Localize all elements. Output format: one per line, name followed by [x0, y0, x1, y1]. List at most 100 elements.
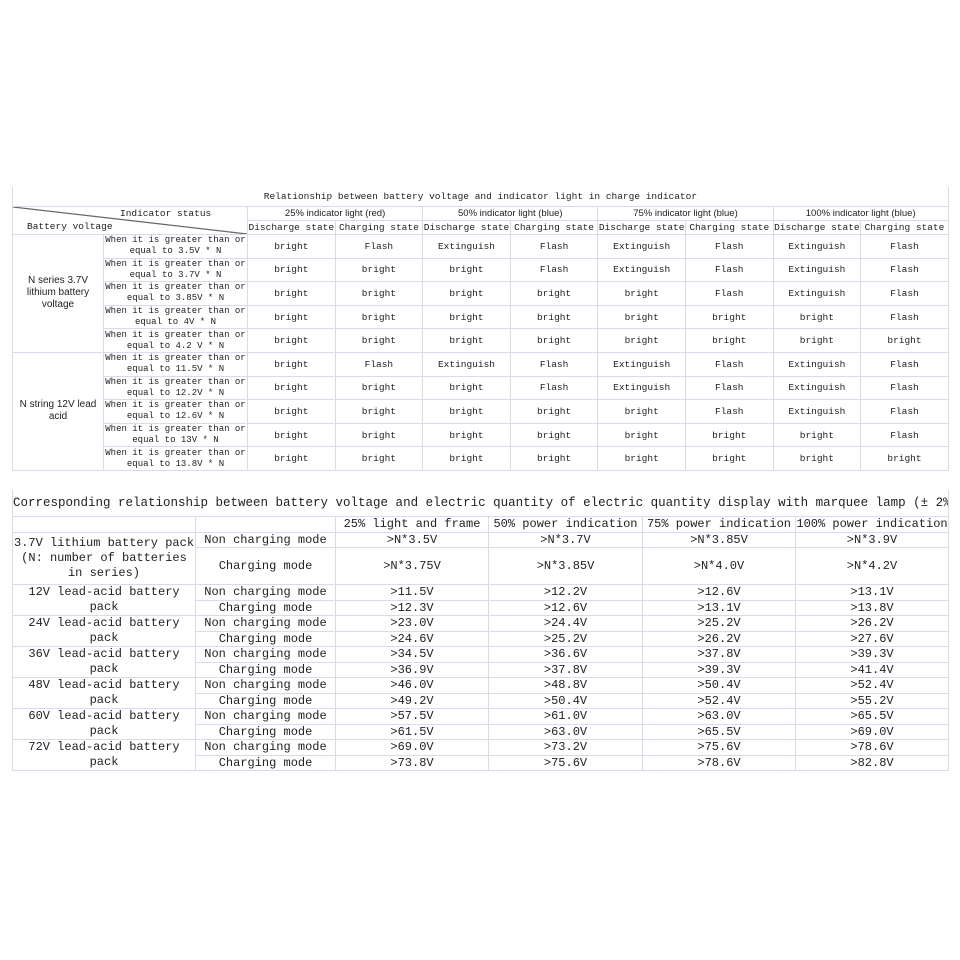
indicator-value: bright [772, 446, 862, 471]
indicator-value: bright [247, 375, 336, 401]
indicator-value: Flash [860, 304, 949, 330]
voltage-threshold: >25.2V [642, 615, 796, 632]
indicator-value: bright [334, 422, 424, 448]
indicator-value: Flash [509, 257, 599, 283]
voltage-threshold: >23.0V [335, 615, 489, 632]
mode-label: Non charging mode [195, 584, 336, 601]
indicator-value: bright [334, 281, 424, 306]
mode-label: Charging mode [195, 630, 336, 647]
mode-label: Non charging mode [195, 646, 336, 663]
indicator-header: 100% indicator light (blue) [772, 206, 949, 221]
indicator-value: Flash [334, 234, 424, 259]
voltage-threshold: >69.0V [794, 723, 950, 740]
table-row: Charging mode >73.8V >75.6V >78.6V >82.8V [13, 754, 950, 771]
indicator-value: bright [597, 281, 686, 306]
indicator-value: bright [772, 304, 862, 330]
indicator-value: bright [509, 446, 599, 471]
indicator-value: bright [422, 257, 511, 283]
voltage-threshold: >27.6V [794, 630, 950, 647]
indicator-value: bright [422, 399, 511, 424]
mode-label: Non charging mode [195, 677, 336, 694]
indicator-value: Flash [860, 281, 949, 306]
indicator-value: bright [247, 234, 336, 259]
table-row: Charging mode >49.2V >50.4V >52.4V >55.2V [13, 692, 950, 709]
voltage-threshold: >13.1V [794, 584, 950, 601]
voltage-threshold: >55.2V [794, 692, 950, 709]
indicator-value: bright [247, 281, 336, 306]
indicator-value: bright [684, 328, 774, 353]
indicator-value: bright [422, 422, 511, 448]
indicator-value: bright [509, 422, 599, 448]
voltage-threshold: >12.6V [642, 584, 796, 601]
battery-voltage-label: Battery voltage [27, 221, 113, 232]
voltage-condition: When it is greater than or equal to 13.8… [103, 446, 248, 471]
voltage-threshold: >26.2V [794, 615, 950, 632]
voltage-threshold: >41.4V [794, 661, 950, 678]
voltage-threshold: >65.5V [642, 723, 796, 740]
table-row: 12V lead-acid battery pack Non charging m… [12, 584, 950, 616]
indicator-value: bright [334, 328, 424, 353]
indicator-value: bright [247, 422, 336, 448]
voltage-threshold: >52.4V [642, 692, 796, 709]
table-row: 72V lead-acid battery pack Non charging m… [12, 739, 950, 771]
voltage-threshold: >39.3V [642, 661, 796, 678]
battery-group-label: N series 3.7V lithium battery voltage [12, 234, 104, 353]
indicator-value: Extinguish [772, 281, 862, 306]
indicator-value: bright [860, 328, 949, 353]
voltage-condition: When it is greater than or equal to 4V *… [103, 304, 248, 330]
indicator-value: bright [772, 328, 862, 353]
indicator-value: bright [247, 257, 336, 283]
indicator-value: bright [334, 399, 424, 424]
indicator-value: Flash [860, 234, 949, 259]
voltage-threshold: >N*3.75V [335, 547, 489, 585]
indicator-value: Flash [860, 375, 949, 401]
indicator-value: bright [247, 399, 336, 424]
indicator-value: bright [422, 304, 511, 330]
mode-label: Non charging mode [195, 531, 336, 548]
voltage-threshold: >39.3V [794, 646, 950, 663]
voltage-threshold: >12.3V [335, 599, 489, 616]
table-row: Charging mode >61.5V >63.0V >65.5V >69.0V [13, 723, 950, 740]
voltage-condition: When it is greater than or equal to 3.85… [103, 281, 248, 306]
voltage-threshold: >36.9V [335, 661, 489, 678]
voltage-threshold: >34.5V [335, 646, 489, 663]
indicator-value: bright [772, 422, 862, 448]
indicator-value: bright [334, 304, 424, 330]
indicator-value: Extinguish [597, 375, 686, 401]
voltage-threshold: >69.0V [335, 739, 489, 756]
mode-label: Non charging mode [195, 708, 336, 725]
column-header [12, 516, 196, 533]
voltage-threshold: >73.8V [335, 754, 489, 771]
state-header: Discharge state [422, 220, 511, 235]
indicator-value: Extinguish [597, 351, 686, 377]
table-row: 3.7V lithium battery pack (N: number of … [12, 531, 950, 585]
indicator-header: 25% indicator light (red) [246, 206, 424, 221]
voltage-threshold: >24.4V [488, 615, 643, 632]
table-row: 48V lead-acid battery pack Non charging m… [12, 677, 950, 709]
indicator-value: Flash [684, 257, 774, 283]
voltage-threshold: >36.6V [488, 646, 643, 663]
table-row: Charging mode >N*3.75V >N*3.85V >N*4.0V >N*4… [13, 547, 950, 585]
state-header: Charging state [684, 220, 774, 235]
voltage-threshold: >49.2V [335, 692, 489, 709]
indicator-value: bright [597, 328, 686, 353]
indicator-status-label: Indicator status [120, 208, 212, 219]
indicator-value: Extinguish [422, 351, 511, 377]
battery-group-label: N string 12V lead acid [12, 351, 104, 471]
voltage-threshold: >82.8V [794, 754, 950, 771]
indicator-value: Extinguish [772, 375, 862, 401]
voltage-threshold: >37.8V [488, 661, 643, 678]
voltage-threshold: >N*3.85V [642, 531, 796, 548]
voltage-threshold: >N*4.2V [794, 547, 950, 585]
column-header: 50% power indication [488, 516, 643, 533]
voltage-threshold: >63.0V [642, 708, 796, 725]
voltage-condition: When it is greater than or equal to 13V … [103, 422, 248, 448]
indicator-value: bright [860, 446, 949, 471]
state-header: Charging state [509, 220, 599, 235]
state-header: Discharge state [597, 220, 686, 235]
diagonal-line [13, 207, 247, 234]
indicator-value: Flash [860, 351, 949, 377]
voltage-condition: When it is greater than or equal to 12.2… [103, 375, 248, 401]
indicator-value: bright [247, 446, 336, 471]
voltage-threshold: >N*3.5V [335, 531, 489, 548]
